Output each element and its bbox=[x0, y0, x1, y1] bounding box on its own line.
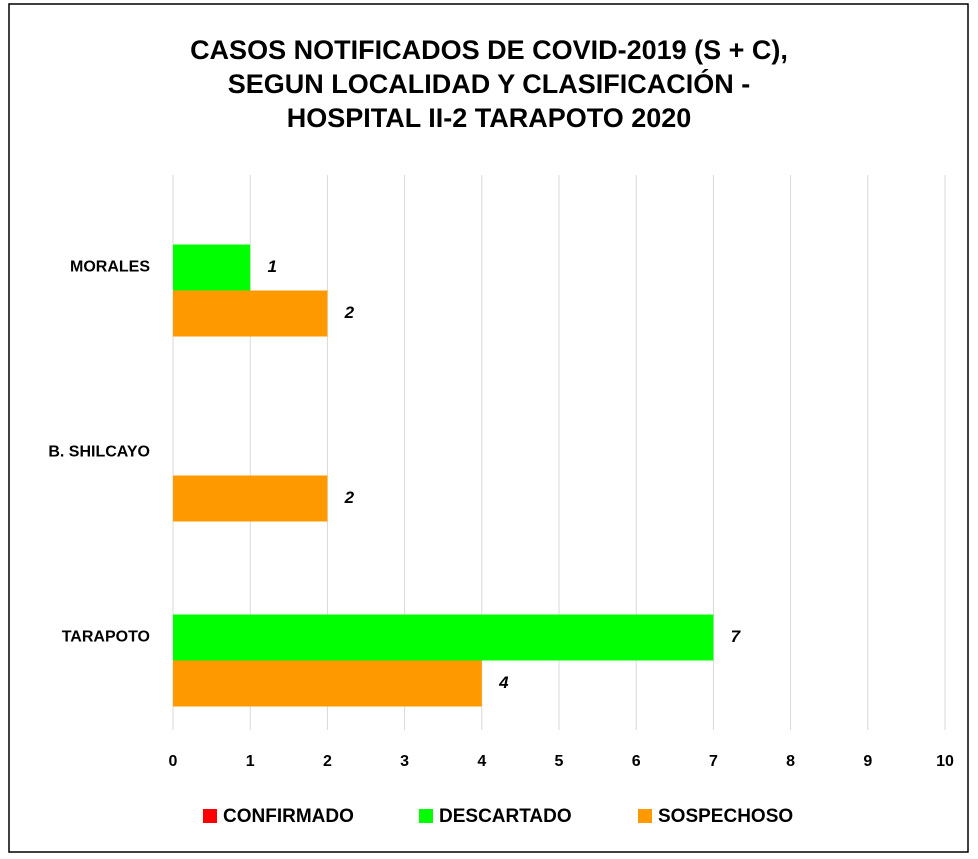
chart-title: HOSPITAL II-2 TARAPOTO 2020 bbox=[287, 103, 692, 133]
x-tick-label: 5 bbox=[555, 753, 564, 770]
chart-title: SEGUN LOCALIDAD Y CLASIFICACIÓN - bbox=[228, 68, 751, 99]
bar bbox=[173, 614, 714, 661]
x-tick-label: 6 bbox=[632, 753, 641, 770]
x-tick-label: 3 bbox=[400, 753, 409, 770]
value-label: 4 bbox=[498, 673, 509, 692]
bar bbox=[173, 244, 251, 291]
x-tick-label: 7 bbox=[709, 753, 718, 770]
value-label: 7 bbox=[731, 627, 742, 646]
x-tick-label: 10 bbox=[936, 753, 954, 770]
chart-border bbox=[8, 3, 969, 853]
bar bbox=[173, 475, 328, 522]
legend-swatch bbox=[419, 809, 433, 823]
x-tick-label: 2 bbox=[323, 753, 332, 770]
value-label: 1 bbox=[267, 257, 276, 276]
x-tick-label: 4 bbox=[477, 753, 486, 770]
legend-label: DESCARTADO bbox=[439, 806, 572, 827]
x-tick-label: 1 bbox=[246, 753, 255, 770]
bar bbox=[173, 660, 482, 707]
legend-label: SOSPECHOSO bbox=[658, 806, 793, 827]
x-tick-label: 0 bbox=[169, 753, 178, 770]
legend-swatch bbox=[203, 809, 217, 823]
bar bbox=[173, 290, 328, 337]
legend-swatch bbox=[638, 809, 652, 823]
x-tick-label: 9 bbox=[863, 753, 872, 770]
y-tick-label: MORALES bbox=[70, 259, 150, 276]
y-tick-label: TARAPOTO bbox=[62, 629, 150, 646]
y-tick-label: B. SHILCAYO bbox=[48, 444, 150, 461]
value-label: 2 bbox=[344, 488, 355, 507]
x-tick-label: 8 bbox=[786, 753, 795, 770]
chart-title: CASOS NOTIFICADOS DE COVID-2019 (S + C), bbox=[190, 35, 788, 65]
value-label: 2 bbox=[344, 303, 355, 322]
legend-label: CONFIRMADO bbox=[223, 806, 354, 827]
